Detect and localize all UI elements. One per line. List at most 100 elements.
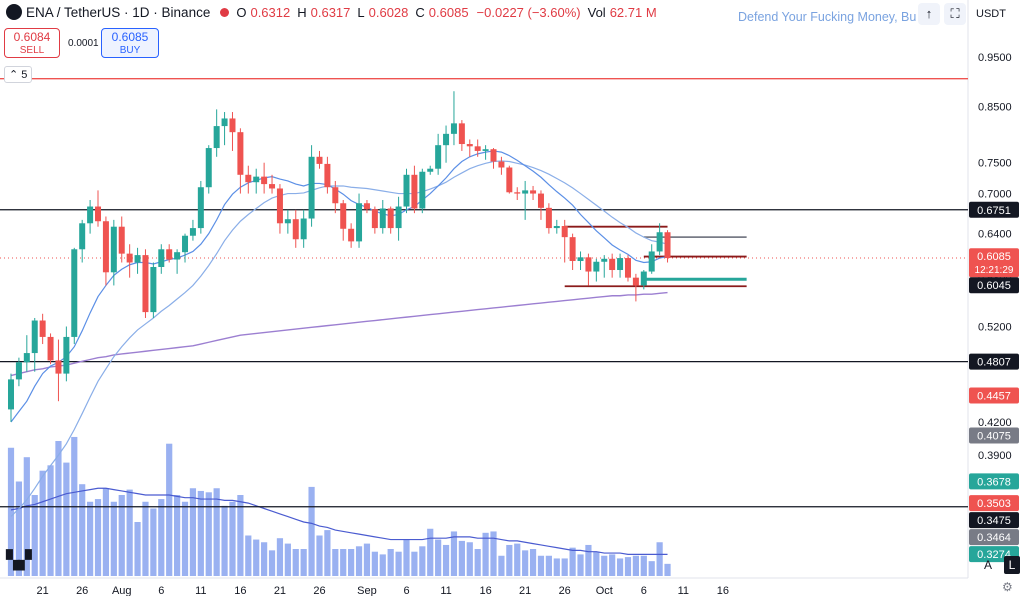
buy-button[interactable]: 0.6085 BUY [101, 28, 159, 58]
price-tag-label: 0.6751 [977, 205, 1011, 217]
volume-bar [585, 544, 592, 576]
candle-body [348, 228, 355, 242]
arrow-up-button[interactable]: ↑ [918, 3, 940, 25]
volume-bar [126, 489, 133, 576]
x-tick-label: 11 [195, 585, 206, 596]
candle-body [205, 148, 212, 188]
volume-bar [514, 543, 521, 576]
screenshot-button[interactable]: ⛶ [944, 3, 966, 25]
volume-bar [7, 447, 15, 576]
candle-body [593, 261, 600, 272]
volume-bar [300, 549, 307, 576]
volume-bar [47, 465, 54, 576]
price-tag-label: 0.3475 [977, 515, 1011, 527]
candle-body [308, 156, 315, 219]
candle-body [332, 187, 339, 204]
candle-body [47, 336, 54, 361]
volume-bar [348, 549, 355, 576]
indicators-collapse-button[interactable]: ⌃ 5 [4, 66, 33, 83]
candle-body [522, 190, 529, 194]
candle-body [158, 249, 165, 267]
auto-scale-button[interactable]: A [984, 558, 993, 572]
volume-bar [664, 563, 671, 576]
candle-body [474, 146, 481, 151]
volume-bar [371, 551, 378, 576]
volume-label: Vol [587, 4, 606, 20]
candle-body [537, 193, 544, 208]
x-tick-label: Sep [357, 585, 377, 596]
candle-body [87, 206, 94, 224]
candle-body [229, 118, 236, 133]
candle-body [379, 208, 386, 229]
candle-body [395, 206, 402, 229]
candle-body [569, 237, 576, 262]
settings-gear-icon[interactable]: ⚙ [1002, 580, 1013, 594]
candle-body [71, 249, 78, 337]
candle-body [506, 167, 513, 193]
volume-bar [537, 555, 545, 576]
open-label: O [236, 4, 247, 20]
volume-bar [181, 501, 189, 576]
candle-body [102, 221, 109, 273]
price-tag-bg [969, 201, 1019, 218]
spread-value: 0.0001 [68, 38, 99, 49]
price-tag-label: 0.3464 [977, 532, 1011, 544]
candle-body [466, 144, 473, 147]
candle-body [253, 176, 260, 183]
currency-selector[interactable]: USDT [976, 8, 1006, 20]
y-tick-label: 0.7000 [978, 189, 1012, 201]
volume-bar [316, 535, 323, 576]
candle-body [221, 118, 228, 127]
y-tick-label: 0.5200 [978, 321, 1012, 333]
volume-bar [15, 481, 23, 576]
volume-bar [134, 522, 141, 576]
candle-body [110, 226, 117, 273]
price-tag-bg [969, 473, 1019, 490]
y-tick-label: 0.8500 [978, 102, 1012, 114]
volume-bar [640, 555, 647, 576]
candle-body [142, 255, 149, 313]
candle-body [435, 145, 442, 169]
candle-body [284, 219, 291, 224]
candle-body [292, 219, 299, 240]
candle-body [261, 176, 268, 185]
volume-bar [23, 457, 30, 576]
symbol-title[interactable]: ENA / TetherUS · 1D · Binance [26, 4, 211, 20]
candle-body [601, 258, 608, 262]
x-tick-label: 26 [313, 585, 325, 596]
volume-bar [174, 495, 181, 576]
sell-button[interactable]: 0.6084 SELL [4, 28, 60, 58]
volume-bar [94, 499, 102, 576]
volume-bar [39, 470, 46, 576]
price-tag-label: 0.3678 [977, 476, 1011, 488]
volume-bar [55, 441, 62, 576]
volume-value: 62.71 M [609, 4, 657, 20]
volume-bar [276, 538, 284, 576]
volume-bar [482, 532, 489, 576]
change-value: −0.0227 (−3.60%) [476, 4, 581, 20]
candle-body [632, 277, 639, 286]
volume-bar [221, 505, 228, 576]
volume-bar [466, 542, 473, 576]
volume-bar [79, 484, 86, 576]
candle-body [545, 207, 552, 229]
volume-bar [561, 558, 568, 576]
candle-body [403, 174, 410, 207]
volume-bar [31, 495, 38, 576]
volume-bar [245, 535, 252, 576]
price-tag-bg [969, 512, 1019, 529]
candle-body [514, 192, 521, 194]
volume-bar [498, 555, 505, 576]
price-tag-label: 0.6085 [977, 251, 1011, 263]
candle-body [482, 149, 489, 151]
candle-body [126, 253, 133, 263]
buy-label: BUY [119, 45, 141, 56]
log-scale-button[interactable]: L [1004, 556, 1020, 574]
candle-body [39, 320, 46, 337]
candle-body [95, 206, 102, 222]
volume-bar [340, 549, 347, 576]
volume-bar [577, 554, 584, 576]
volume-bar [166, 443, 173, 576]
x-tick-label: 16 [717, 585, 729, 596]
